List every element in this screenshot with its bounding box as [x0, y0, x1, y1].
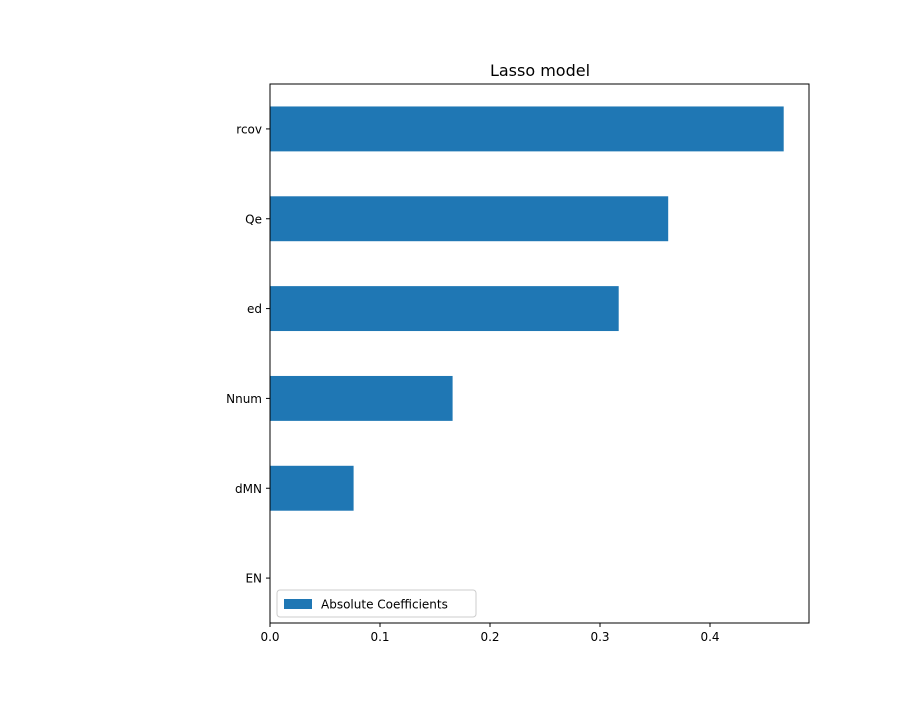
y-tick-label-ed: ed [247, 302, 262, 316]
bar-ed [270, 286, 619, 332]
legend-label: Absolute Coefficients [321, 598, 448, 612]
y-tick-label-rcov: rcov [236, 122, 262, 136]
x-tick-label-3: 0.3 [590, 630, 609, 644]
chart-title: Lasso model [490, 61, 590, 80]
y-tick-label-Nnum: Nnum [226, 392, 262, 406]
y-axis: EN dMN Nnum ed Qe rcov [226, 122, 270, 586]
y-tick-label-dMN: dMN [235, 482, 262, 496]
bar-rcov [270, 106, 784, 152]
legend-swatch [284, 599, 312, 609]
x-tick-label-4: 0.4 [700, 630, 719, 644]
bars-group [270, 106, 784, 511]
x-tick-label-1: 0.1 [370, 630, 389, 644]
legend: Absolute Coefficients [276, 589, 477, 618]
x-axis: 0.0 0.1 0.2 0.3 0.4 [260, 623, 720, 644]
bar-Nnum [270, 375, 453, 421]
plot-frame [269, 83, 810, 624]
x-tick-label-0: 0.0 [260, 630, 279, 644]
y-tick-label-Qe: Qe [245, 212, 262, 226]
y-tick-label-EN: EN [245, 572, 262, 586]
legend-box [276, 589, 477, 618]
bar-dMN [270, 465, 354, 511]
x-tick-label-2: 0.2 [480, 630, 499, 644]
bar-Qe [270, 196, 669, 242]
